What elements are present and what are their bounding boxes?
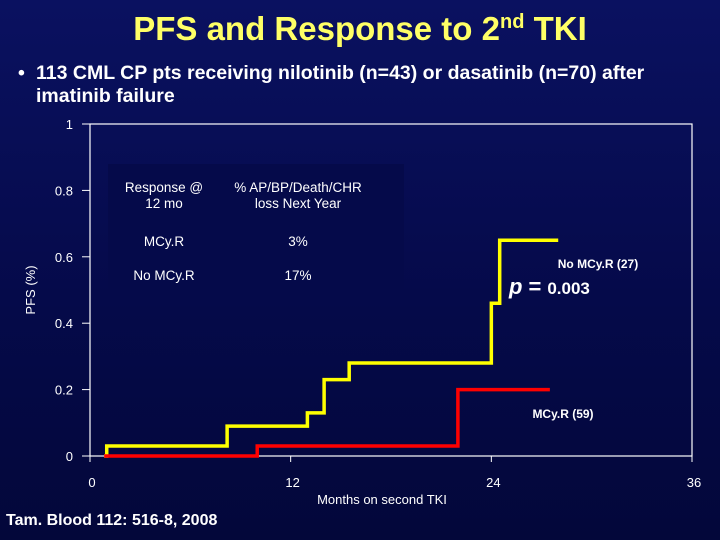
inset-table-box [108,164,404,296]
y-tick-label: 1 [66,117,73,132]
y-tick-label: 0.2 [55,383,73,398]
p-value: 0.003 [547,279,590,298]
inset-header-outcome-line2: loss Next Year [255,196,342,211]
inset-header-response-line2: 12 mo [145,196,183,211]
y-tick-label: 0.4 [55,316,73,331]
bullet-dot-icon: • [18,62,25,84]
slide-title: PFS and Response to 2nd TKI [0,10,720,48]
p-equals: = [528,274,541,299]
y-tick-label: 0.6 [55,250,73,265]
mcyr-curve [104,387,550,458]
p-value-annotation: p = 0.003 [508,274,590,299]
inset-row-value: 17% [284,268,311,283]
x-axis-label: Months on second TKI [317,492,447,507]
x-tick-label: 12 [285,475,299,490]
inset-row-response: MCy.R [144,234,184,249]
bullet-text: 113 CML CP pts receiving nilotinib (n=43… [36,62,645,107]
x-tick-label: 24 [486,475,500,490]
y-tick-label: 0 [66,449,73,464]
x-tick-label: 0 [88,475,95,490]
inset-row-response: No MCy.R [133,268,195,283]
inset-header-outcome-line1: % AP/BP/Death/CHR [234,180,362,195]
p-symbol: p [508,274,522,299]
bullet-point: • 113 CML CP pts receiving nilotinib (n=… [18,62,708,108]
slide-title-end: TKI [524,10,587,47]
y-tick-label: 0.8 [55,183,73,198]
no-mcyr-curve [104,238,559,458]
mcyr-label: MCy.R (59) [532,407,593,421]
no-mcyr-label: No MCy.R (27) [558,257,638,271]
inset-row-value: 3% [288,234,308,249]
slide-title-superscript: nd [499,11,525,33]
inset-header-response-line1: Response @ [125,180,203,195]
x-tick-label: 36 [687,475,701,490]
slide-title-main: PFS and Response to 2 [133,10,500,47]
citation: Tam. Blood 112: 516-8, 2008 [6,512,218,529]
plot-frame [89,123,693,457]
y-axis-label: PFS (%) [23,265,38,314]
